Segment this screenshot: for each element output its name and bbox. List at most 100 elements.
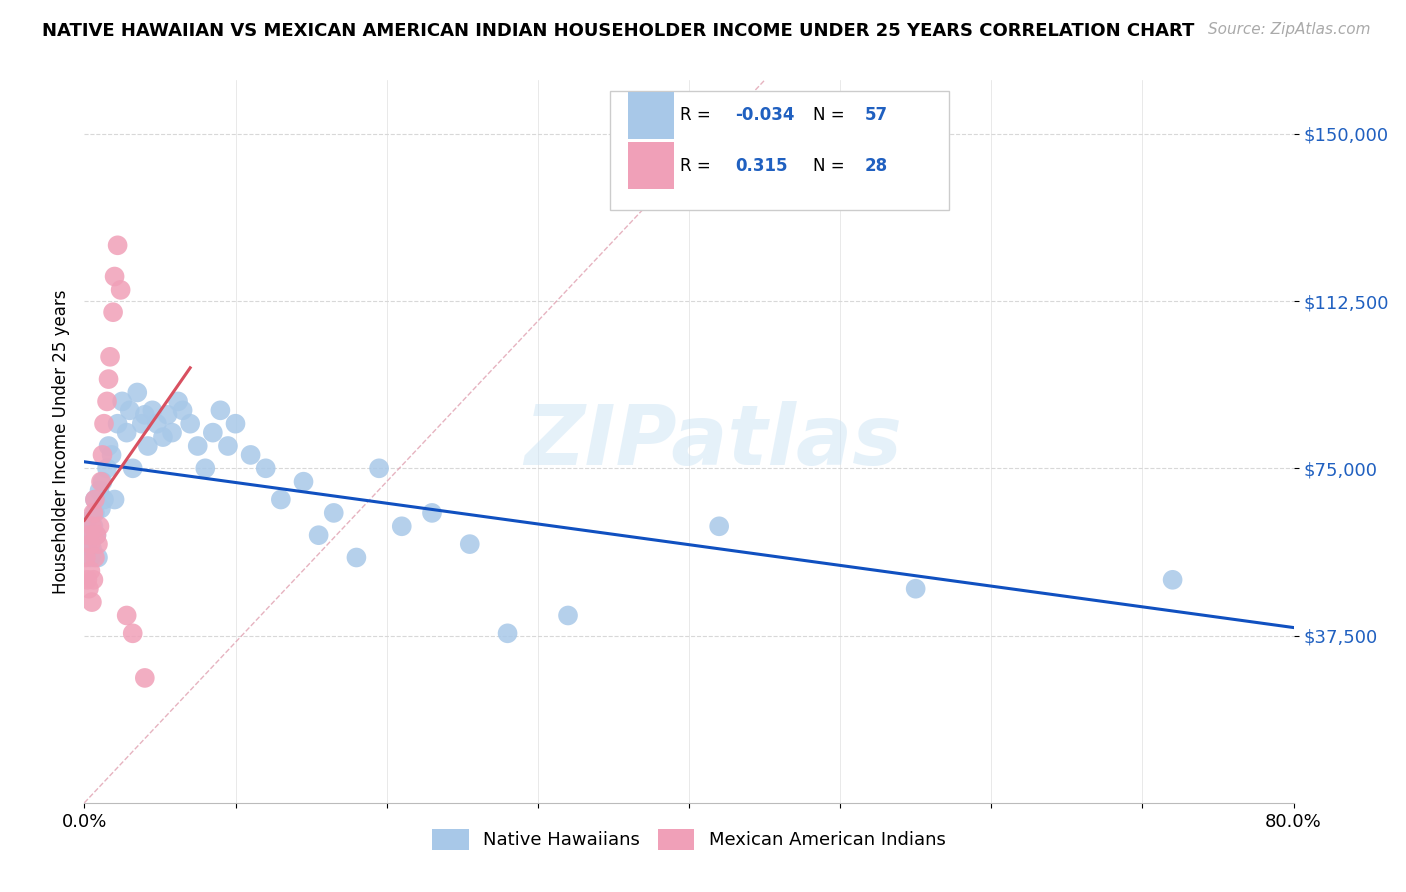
Point: [89, 483, 111, 498]
Point: [77, 528, 100, 542]
Point: [86, 528, 108, 542]
Point: [90, 475, 112, 489]
Text: NATIVE HAWAIIAN VS MEXICAN AMERICAN INDIAN HOUSEHOLDER INCOME UNDER 25 YEARS COR: NATIVE HAWAIIAN VS MEXICAN AMERICAN INDI…: [42, 22, 1195, 40]
Text: 28: 28: [865, 157, 887, 175]
Point: [239, 448, 262, 462]
Point: [77, 582, 100, 596]
Text: N =: N =: [814, 106, 851, 124]
Point: [89, 519, 111, 533]
Text: -0.034: -0.034: [735, 106, 794, 124]
Point: [101, 305, 124, 319]
Point: [121, 461, 143, 475]
Point: [75, 550, 97, 565]
Text: Source: ZipAtlas.com: Source: ZipAtlas.com: [1208, 22, 1371, 37]
Point: [86, 528, 108, 542]
Point: [75, 515, 97, 529]
Point: [96, 394, 118, 409]
Point: [194, 461, 217, 475]
Point: [84, 492, 107, 507]
Text: R =: R =: [681, 157, 717, 175]
Point: [458, 537, 481, 551]
Point: [104, 269, 127, 284]
Point: [115, 425, 138, 440]
Point: [97, 439, 120, 453]
Point: [107, 417, 129, 431]
Point: [160, 425, 183, 440]
Point: [76, 573, 98, 587]
Point: [121, 626, 143, 640]
Y-axis label: Householder Income Under 25 years: Householder Income Under 25 years: [52, 289, 70, 594]
Point: [87, 537, 110, 551]
Point: [110, 283, 132, 297]
Point: [76, 537, 98, 551]
Point: [82, 573, 104, 587]
Point: [91, 475, 114, 489]
Point: [84, 506, 107, 520]
Text: N =: N =: [814, 157, 851, 175]
Point: [100, 448, 122, 462]
Point: [79, 537, 101, 551]
Point: [90, 501, 112, 516]
Point: [82, 506, 104, 520]
Point: [134, 671, 156, 685]
Point: [346, 550, 368, 565]
Point: [270, 492, 292, 507]
Point: [225, 417, 247, 431]
Point: [420, 506, 443, 520]
Point: [167, 394, 190, 409]
Point: [79, 564, 101, 578]
Point: [322, 506, 344, 520]
Point: [111, 394, 134, 409]
Text: 0.315: 0.315: [735, 157, 787, 175]
Text: 57: 57: [865, 106, 887, 124]
Point: [82, 519, 104, 533]
Point: [709, 519, 731, 533]
Point: [98, 350, 121, 364]
Point: [118, 403, 141, 417]
Point: [77, 528, 100, 542]
Point: [107, 238, 129, 252]
Point: [156, 408, 179, 422]
Text: ZIPatlas: ZIPatlas: [524, 401, 903, 482]
FancyBboxPatch shape: [628, 92, 675, 139]
Point: [904, 582, 927, 596]
Point: [368, 461, 391, 475]
Point: [80, 541, 103, 556]
Point: [104, 492, 127, 507]
Point: [141, 403, 163, 417]
Point: [179, 417, 201, 431]
Point: [127, 385, 149, 400]
Point: [201, 425, 224, 440]
Point: [1161, 573, 1184, 587]
Point: [87, 550, 110, 565]
Point: [79, 550, 101, 565]
Point: [217, 439, 239, 453]
Point: [134, 408, 156, 422]
FancyBboxPatch shape: [610, 91, 949, 211]
Point: [152, 430, 174, 444]
Point: [254, 461, 277, 475]
Point: [308, 528, 330, 542]
Point: [80, 519, 103, 533]
FancyBboxPatch shape: [628, 143, 675, 189]
Point: [93, 492, 115, 507]
Point: [172, 403, 194, 417]
Point: [146, 417, 169, 431]
Point: [84, 550, 107, 565]
Point: [115, 608, 138, 623]
Point: [136, 439, 159, 453]
Point: [391, 519, 413, 533]
Point: [557, 608, 579, 623]
Point: [496, 626, 519, 640]
Point: [97, 372, 120, 386]
Point: [91, 448, 114, 462]
Point: [292, 475, 315, 489]
Point: [84, 492, 107, 507]
Point: [93, 417, 115, 431]
Text: R =: R =: [681, 106, 717, 124]
Point: [96, 461, 118, 475]
Point: [187, 439, 209, 453]
Point: [131, 417, 153, 431]
Legend: Native Hawaiians, Mexican American Indians: Native Hawaiians, Mexican American India…: [423, 820, 955, 859]
Point: [209, 403, 232, 417]
